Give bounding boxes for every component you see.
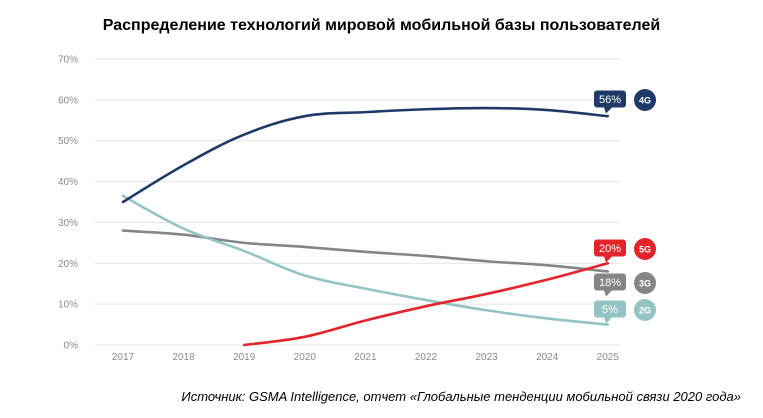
series-lines — [121, 106, 610, 347]
legend-label: 5G — [639, 245, 651, 255]
legend-badge — [634, 299, 656, 321]
x-tick-label: 2020 — [294, 352, 317, 363]
y-tick-label: 0% — [64, 341, 79, 352]
legend-label: 3G — [639, 279, 651, 289]
data-label: 5% — [602, 304, 618, 316]
data-label: 56% — [599, 94, 621, 106]
callout-box — [594, 273, 626, 291]
data-label: 20% — [599, 243, 621, 255]
callout-pointer — [604, 290, 612, 297]
source-note: Источник: GSMA Intelligence, отчет «Глоб… — [181, 389, 741, 404]
legend-badge — [634, 238, 656, 260]
callout-2g: 5% 2G — [594, 299, 656, 324]
y-tick-label: 40% — [58, 177, 78, 188]
y-tick-label: 60% — [58, 95, 78, 106]
series-line-4g — [121, 106, 610, 204]
series-line-2g — [121, 194, 610, 326]
legend-label: 2G — [639, 306, 651, 316]
x-tick-label: 2024 — [536, 352, 559, 363]
data-label: 18% — [599, 277, 621, 289]
legend-badge — [634, 89, 656, 111]
x-tick-label: 2017 — [112, 352, 135, 363]
callout-pointer — [604, 107, 612, 114]
callout-5g: 20% 5G — [594, 238, 656, 263]
y-axis-ticks: 0% 10% 20% 30% 40% 50% 60% 70% — [58, 55, 78, 352]
y-tick-label: 20% — [58, 259, 78, 270]
x-tick-label: 2025 — [597, 352, 620, 363]
chart-title: Распределение технологий мировой мобильн… — [102, 17, 661, 34]
y-tick-label: 50% — [58, 136, 78, 147]
callout-box — [594, 90, 626, 108]
callout-pointer — [604, 317, 612, 324]
callout-pointer — [604, 256, 612, 263]
y-tick-label: 30% — [58, 218, 78, 229]
y-tick-label: 10% — [58, 300, 78, 311]
series-callouts: 56% 4G 20% 5G 18% 3G 5% 2G — [594, 89, 656, 324]
callout-box — [594, 239, 626, 257]
x-tick-label: 2023 — [475, 352, 498, 363]
y-tick-label: 70% — [58, 55, 78, 66]
x-tick-label: 2022 — [415, 352, 438, 363]
series-line-5g — [242, 261, 610, 347]
legend-label: 4G — [639, 96, 651, 106]
x-tick-label: 2021 — [354, 352, 377, 363]
x-tick-label: 2018 — [172, 352, 195, 363]
grid-lines — [95, 58, 620, 346]
callout-box — [594, 300, 626, 318]
series-line-3g — [121, 229, 610, 273]
callout-4g: 56% 4G — [594, 89, 656, 114]
x-axis-ticks: 2017 2018 2019 2020 2021 2022 2023 2024 2025 — [112, 352, 619, 363]
x-tick-label: 2019 — [233, 352, 256, 363]
callout-3g: 18% 3G — [594, 272, 656, 297]
legend-badge — [634, 272, 656, 294]
